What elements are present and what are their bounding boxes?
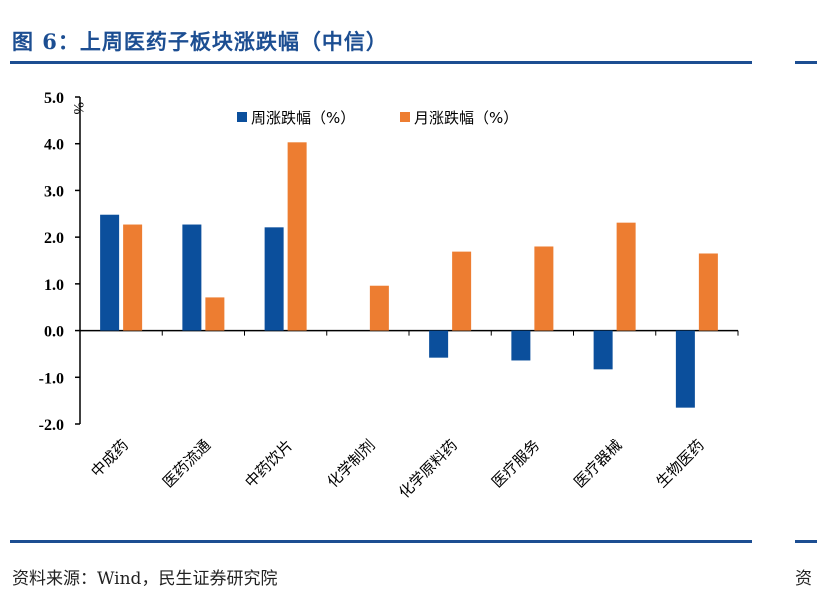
x-tick-label: 生物医药 — [653, 436, 708, 491]
legend-label: 周涨跌幅（%） — [251, 109, 355, 127]
bar-weekly — [429, 330, 449, 358]
top-rule-right — [795, 61, 817, 64]
bar-monthly — [205, 297, 225, 331]
y-tick-label: 2.0 — [44, 230, 64, 247]
x-tick-label: 医疗器械 — [570, 436, 625, 491]
y-tick-label: 5.0 — [44, 90, 64, 107]
bar-weekly — [675, 330, 695, 408]
bar-monthly — [452, 251, 472, 331]
bottom-rule — [10, 540, 752, 543]
y-tick-label: 3.0 — [44, 183, 64, 200]
bar-weekly — [264, 227, 284, 331]
bar-chart: 5.04.03.02.01.00.0-1.0-2.0%中成药 医药流通 中药饮片 化学… — [39, 90, 739, 502]
x-tick-label: 化学原料药 — [395, 436, 461, 502]
bar-weekly — [100, 214, 120, 331]
legend-label: 月涨跌幅（%） — [414, 109, 518, 127]
source-note-fragment: 资 — [795, 569, 812, 589]
y-tick-label: 4.0 — [44, 137, 64, 154]
legend-swatch — [400, 112, 410, 122]
y-tick-label: -2.0 — [39, 417, 64, 434]
x-tick-label: 化学制剂 — [324, 436, 379, 491]
bar-monthly — [616, 222, 636, 331]
y-tick-label: -1.0 — [39, 370, 64, 387]
bar-monthly — [287, 142, 307, 331]
bar-monthly — [698, 253, 718, 331]
x-tick-label: 中药饮片 — [241, 436, 296, 491]
legend-swatch — [237, 112, 247, 122]
bar-monthly — [534, 246, 554, 331]
bar-monthly — [123, 224, 143, 331]
bottom-rule-right — [795, 540, 817, 543]
y-tick-label: 1.0 — [44, 277, 64, 294]
y-unit-label: % — [70, 102, 86, 115]
top-rule — [10, 61, 752, 64]
x-tick-label: 中成药 — [87, 436, 132, 481]
x-tick-label: 医药流通 — [159, 436, 214, 491]
figure-title: 图 6：上周医药子板块涨跌幅（中信） — [12, 29, 388, 54]
y-tick-label: 0.0 — [44, 324, 64, 341]
bar-weekly — [511, 330, 531, 361]
bar-monthly — [369, 285, 389, 331]
bar-weekly — [182, 224, 202, 331]
bar-weekly — [593, 330, 613, 370]
x-tick-label: 医疗服务 — [488, 436, 543, 491]
source-note: 资料来源：Wind，民生证券研究院 — [12, 569, 278, 589]
